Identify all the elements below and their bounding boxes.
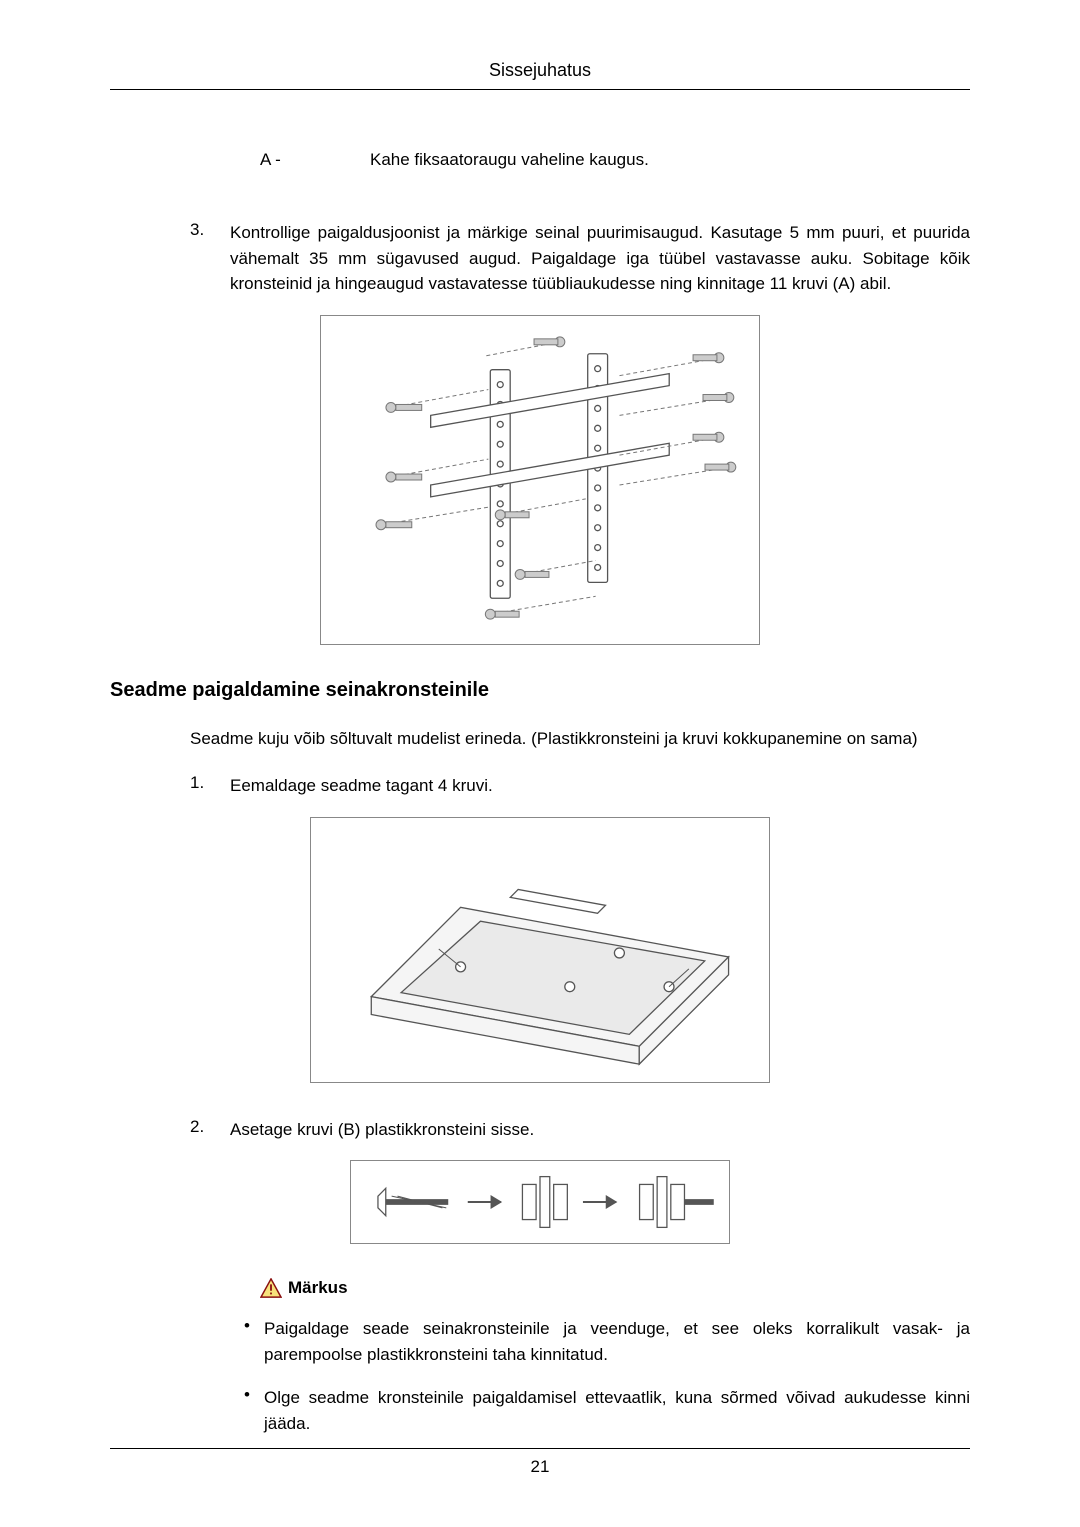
note-heading: Märkus	[260, 1278, 970, 1298]
step-3: 3. Kontrollige paigaldusjoonist ja märki…	[190, 220, 970, 297]
step-number: 3.	[190, 220, 230, 297]
manual-page: Sissejuhatus A - Kahe fiksaatoraugu vahe…	[0, 0, 1080, 1527]
step-text: Asetage kruvi (B) plastikkronsteini siss…	[230, 1117, 970, 1143]
bullet-marker: •	[230, 1316, 264, 1367]
note-bullet-2: • Olge seadme kronsteinile paigaldamisel…	[230, 1385, 970, 1436]
tv-rear-figure	[310, 817, 770, 1083]
step-number: 1.	[190, 773, 230, 799]
step-text: Kontrollige paigaldusjoonist ja märkige …	[230, 220, 970, 297]
note-label: Märkus	[288, 1278, 348, 1298]
bullet-text: Paigaldage seade seinakronsteinile ja ve…	[264, 1316, 970, 1367]
bullet-marker: •	[230, 1385, 264, 1436]
step-2: 2. Asetage kruvi (B) plastikkronsteini s…	[190, 1117, 970, 1143]
step-number: 2.	[190, 1117, 230, 1143]
legend-value: Kahe fiksaatoraugu vaheline kaugus.	[370, 150, 970, 170]
warning-icon	[260, 1278, 282, 1298]
section-title: Seadme paigaldamine seinakronsteinile	[110, 679, 970, 702]
step-text: Eemaldage seadme tagant 4 kruvi.	[230, 773, 970, 799]
page-number: 21	[531, 1457, 550, 1476]
bracket-assembly-figure	[320, 315, 760, 645]
bullet-text: Olge seadme kronsteinile paigaldamisel e…	[264, 1385, 970, 1436]
legend-key: A -	[260, 150, 370, 170]
page-footer: 21	[110, 1448, 970, 1477]
note-bullet-1: • Paigaldage seade seinakronsteinile ja …	[230, 1316, 970, 1367]
page-header: Sissejuhatus	[110, 60, 970, 90]
screw-spacer-figure	[350, 1160, 730, 1244]
intro-paragraph: Seadme kuju võib sõltuvalt mudelist erin…	[190, 726, 970, 752]
step-1: 1. Eemaldage seadme tagant 4 kruvi.	[190, 773, 970, 799]
legend-row: A - Kahe fiksaatoraugu vaheline kaugus.	[260, 150, 970, 170]
